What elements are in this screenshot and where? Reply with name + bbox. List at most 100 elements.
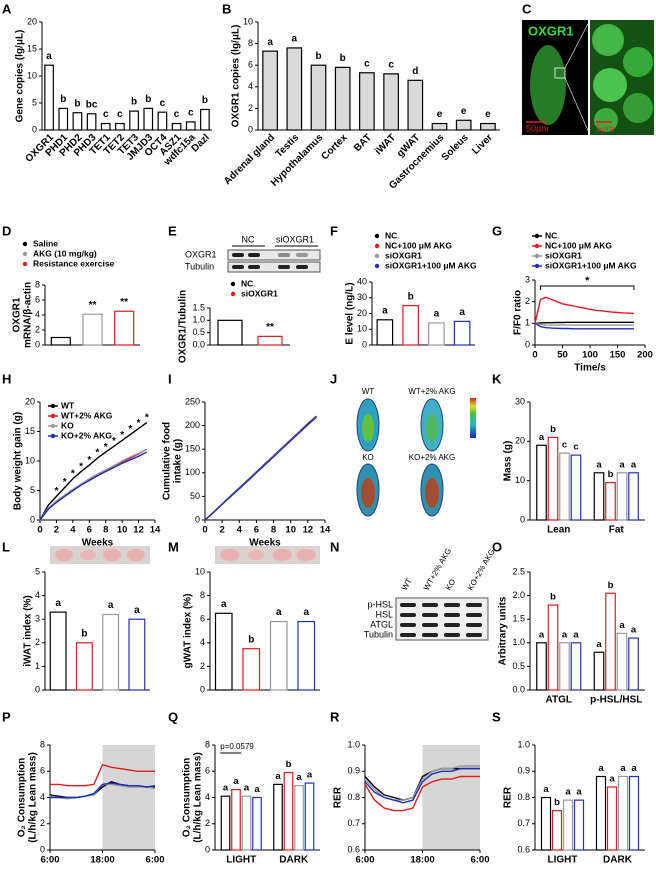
y-tick-label: 0.6 (517, 844, 530, 854)
legend-label: siOXGR1 (545, 250, 582, 260)
y-axis-label: intake (g) (173, 439, 184, 483)
y-tick-label: 0.9 (347, 766, 360, 776)
x-tick-label: DARK (603, 855, 633, 866)
legend-label: Resistance exercise (33, 258, 115, 268)
x-tick-label: 4 (237, 525, 243, 536)
bar-label: a (576, 787, 582, 798)
bar (185, 121, 196, 131)
photo (215, 546, 320, 564)
series-line (534, 296, 635, 324)
cell (623, 93, 653, 123)
blot-column: WT (400, 577, 414, 592)
bar (453, 320, 471, 346)
y-tick-label: 6 (40, 766, 45, 776)
y-tick-label: 4 (200, 637, 205, 647)
x-tick-label: Soleus (440, 132, 471, 163)
panel-letter: O (492, 539, 502, 554)
y-tick-label: 8 (205, 739, 210, 749)
legend-label: KO (61, 420, 74, 430)
legend-marker (50, 413, 56, 419)
bar-label: c (103, 109, 109, 120)
significance-mark: * (128, 424, 132, 435)
panel-letter: F (330, 223, 338, 238)
y-tick-label: 4 (40, 792, 45, 802)
x-tick-label: Liver (470, 132, 495, 157)
panel-letter: H (2, 371, 11, 386)
bar (102, 613, 120, 691)
legend-marker (374, 263, 380, 269)
y-tick-label: 2 (205, 818, 210, 828)
x-tick-label: p-HSL/HSL (590, 695, 642, 706)
bar-label: a (573, 629, 579, 640)
bar-label: e (437, 109, 443, 120)
panel-letter: I (168, 371, 172, 386)
bar-label: a (244, 783, 250, 794)
y-tick-label: 0 (200, 684, 205, 694)
band (248, 253, 260, 257)
y-tick-label: 0 (35, 684, 40, 694)
western-blot: N WT WT+2% AKG KO KO+2% AKG p-HSL HSL AT… (330, 539, 497, 641)
legend-marker (534, 263, 540, 269)
panel-letter: N (330, 539, 339, 554)
bar-label: ** (89, 300, 97, 311)
bar (252, 796, 262, 851)
band (278, 253, 290, 257)
y-tick-label: 0 (30, 514, 35, 524)
bar (547, 604, 559, 691)
bar (294, 785, 304, 851)
bar-label: a (233, 776, 239, 787)
bar-label: b (554, 797, 560, 808)
tissue (530, 45, 566, 125)
bar-label: b (408, 291, 414, 302)
bar (536, 444, 547, 521)
y-tick-label: 5 (32, 97, 37, 107)
significance-mark: * (71, 468, 75, 479)
y-axis-label: OXGR1 (12, 297, 23, 332)
bar-label: a (108, 600, 114, 611)
bar (304, 782, 315, 851)
series-line (534, 321, 634, 324)
bar-label: a (619, 620, 625, 631)
significance-mark: * (79, 461, 83, 472)
y-axis-label: Body weight gain (g) (13, 412, 24, 510)
panel-letter: D (2, 223, 11, 238)
x-tick-label: 2 (54, 525, 59, 536)
blot-column: siOXGR1 (276, 234, 314, 244)
series-line (39, 451, 148, 521)
band (232, 253, 244, 257)
series-line (39, 448, 148, 521)
x-tick-label: 0 (532, 350, 537, 361)
y-axis-label: (L/h/kg Lean mass) (193, 752, 204, 843)
x-tick-label: 6 (87, 525, 92, 536)
y-tick-label: 1.0 (347, 739, 360, 749)
bar (616, 632, 628, 691)
blot-row: Tubulin (185, 261, 214, 271)
legend-marker (50, 403, 56, 409)
inset-line (564, 19, 591, 69)
panel-letter: A (2, 1, 12, 16)
y-tick-label: 15 (27, 43, 37, 53)
y-tick-label: 1.5 (192, 302, 205, 312)
bar-label: a (303, 607, 309, 618)
y-axis-label: iWAT index (%) (23, 595, 34, 666)
y-tick-label: 4 (35, 590, 40, 600)
cell (593, 68, 627, 102)
bar-label: a (296, 772, 302, 783)
y-tick-label: 10 (243, 16, 253, 26)
scale-label: 50μm (526, 123, 549, 133)
legend-marker (534, 253, 540, 259)
blot-row: HSL (375, 609, 393, 619)
bar (359, 72, 375, 131)
x-tick-label: Cortex (320, 132, 350, 162)
bar-label: b (608, 580, 614, 591)
bar (559, 452, 570, 521)
significance-mark: * (54, 486, 58, 497)
y-tick-label: 20 (25, 396, 35, 406)
blot-column: KO (444, 578, 458, 593)
y-tick-label: 20 (27, 16, 37, 26)
y-tick-label: 0.6 (347, 844, 360, 854)
bar (214, 612, 233, 691)
bar (143, 107, 154, 131)
y-tick-label: 1.0 (517, 739, 530, 749)
